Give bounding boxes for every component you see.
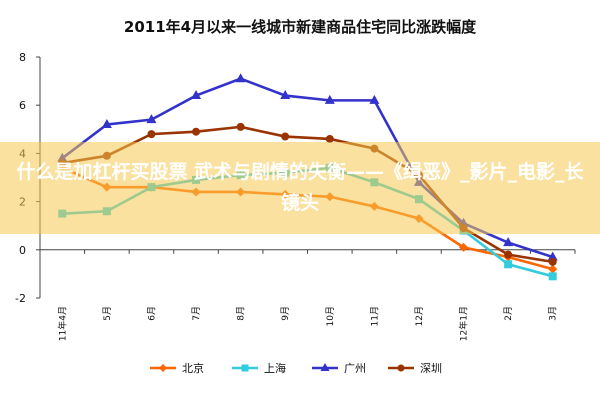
circle-marker: [147, 130, 156, 139]
circle-marker: [548, 257, 557, 266]
legend-item: 北京: [150, 361, 204, 375]
triangle-marker: [101, 118, 112, 128]
circle-marker: [236, 122, 245, 131]
legend-label: 深圳: [420, 362, 442, 375]
y-tick-label: 6: [19, 99, 26, 112]
triangle-marker: [324, 94, 335, 104]
circle-marker: [192, 127, 201, 136]
square-marker: [548, 272, 557, 281]
watermark-banner: 什么是加杠杆买股票 武术与剧情的失衡——《缉恶》_影片_电影_长镜头: [0, 142, 600, 234]
x-tick-label: 9月: [280, 306, 291, 321]
y-tick-label: -2: [15, 292, 26, 305]
diamond-marker: [159, 364, 167, 372]
triangle-marker: [146, 114, 157, 124]
y-tick-label: 8: [19, 51, 26, 64]
legend-label: 北京: [182, 361, 204, 375]
circle-marker: [325, 134, 334, 143]
x-tick-label: 7月: [191, 306, 202, 321]
watermark-text: 什么是加杠杆买股票 武术与剧情的失衡——《缉恶》_影片_电影_长镜头: [16, 161, 584, 214]
square-marker: [241, 364, 249, 372]
legend-label: 广州: [344, 362, 366, 375]
x-tick-label: 5月: [102, 306, 113, 321]
y-tick-label: 0: [19, 244, 26, 257]
circle-marker: [504, 250, 513, 259]
legend-item: 深圳: [388, 362, 442, 375]
x-tick-label: 11年4月: [56, 306, 68, 341]
diamond-marker: [548, 264, 558, 274]
chart-legend: 北京 上海 广州 深圳: [150, 361, 442, 375]
x-tick-label: 6月: [146, 306, 157, 321]
x-tick-label: 3月: [548, 306, 559, 321]
triangle-marker: [280, 90, 291, 100]
diamond-marker: [459, 242, 469, 252]
triangle-marker: [547, 251, 558, 261]
x-tick-label: 12年1月: [458, 306, 470, 341]
x-tick-label: 10月: [325, 306, 336, 326]
triangle-marker: [320, 363, 330, 371]
x-tick-label: 12月: [414, 306, 425, 326]
legend-item: 广州: [312, 362, 366, 375]
triangle-marker: [191, 90, 202, 100]
x-tick-label: 8月: [236, 306, 247, 321]
square-marker: [504, 260, 513, 269]
legend-label: 上海: [264, 361, 286, 375]
chart-title: 2011年4月以来一线城市新建商品住宅同比涨跌幅度: [124, 18, 477, 36]
x-tick-label: 11月: [369, 306, 380, 326]
circle-marker: [281, 132, 290, 141]
x-tick-label: 2月: [503, 306, 514, 321]
chart-axes: -20246811年4月5月6月7月8月9月10月11月12月12年1月2月3月: [15, 51, 576, 341]
legend-item: 上海: [232, 361, 286, 375]
triangle-marker: [369, 94, 380, 104]
triangle-marker: [235, 73, 246, 83]
triangle-marker: [503, 237, 514, 247]
circle-marker: [397, 364, 405, 372]
